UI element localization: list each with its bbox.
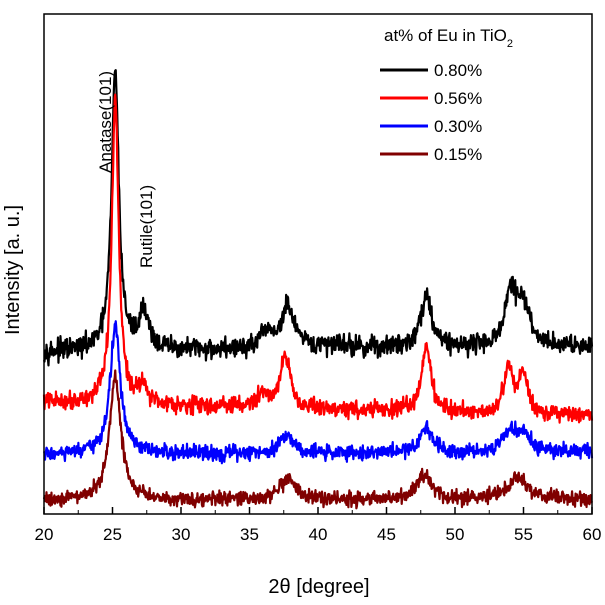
legend-title: at% of Eu in TiO2 — [384, 26, 513, 50]
x-tick-label: 25 — [103, 525, 122, 544]
legend: at% of Eu in TiO2 0.80% 0.56% 0.30% 0.15% — [380, 26, 513, 164]
legend-title-main: at% of Eu in TiO — [384, 26, 507, 45]
series-line-0.30% — [42, 320, 594, 465]
series-layer — [42, 69, 594, 510]
annotation-rutile: Rutile(101) — [137, 185, 156, 268]
x-tick-label: 55 — [514, 525, 533, 544]
x-tick-label: 50 — [446, 525, 465, 544]
x-tick-label: 40 — [309, 525, 328, 544]
series-line-0.15% — [42, 369, 594, 510]
legend-items: 0.80% 0.56% 0.30% 0.15% — [380, 61, 482, 164]
x-tick-label: 60 — [583, 525, 602, 544]
legend-label: 0.56% — [434, 89, 482, 108]
y-axis-title: Intensity [a. u.] — [2, 205, 24, 335]
annotation-anatase: Anatase(101) — [96, 71, 115, 173]
x-axis-title: 2θ [degree] — [268, 576, 369, 598]
legend-label: 0.30% — [434, 117, 482, 136]
x-tick-label: 30 — [172, 525, 191, 544]
legend-label: 0.80% — [434, 61, 482, 80]
legend-title-subscript: 2 — [507, 38, 513, 50]
x-tick-label: 45 — [377, 525, 396, 544]
series-line-0.80% — [42, 69, 594, 367]
series-line-0.56% — [42, 93, 594, 424]
ticks-layer: 20 25 30 35 40 45 50 55 60 — [35, 507, 602, 544]
x-tick-label: 35 — [240, 525, 259, 544]
x-tick-label: 20 — [35, 525, 54, 544]
legend-label: 0.15% — [434, 145, 482, 164]
plot-frame — [43, 13, 593, 515]
